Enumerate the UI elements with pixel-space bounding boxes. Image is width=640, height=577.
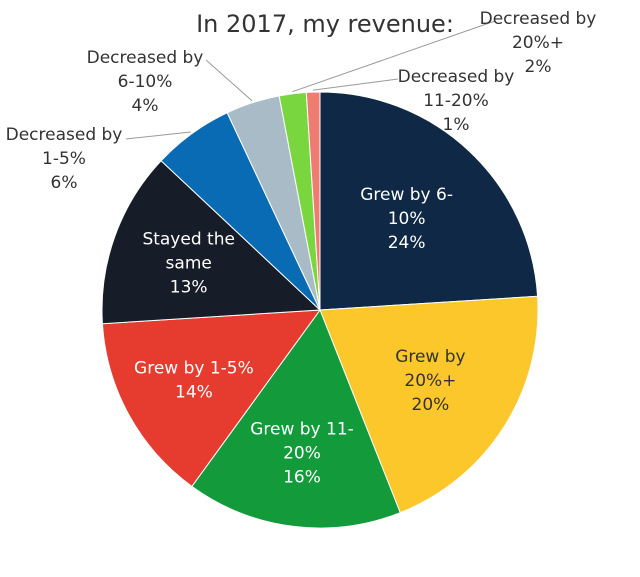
slice-label: 1-5% xyxy=(42,149,86,169)
slice-label: Grew by xyxy=(395,347,465,367)
slice-label: Decreased by xyxy=(398,67,515,87)
slice-label: 20% xyxy=(283,444,321,464)
leader-line xyxy=(292,20,496,93)
slice-label: 20%+ xyxy=(404,371,456,391)
leader-line xyxy=(313,78,399,91)
leader-line xyxy=(205,59,253,102)
slice-label: 6% xyxy=(51,173,78,193)
leader-line xyxy=(125,131,191,140)
slice-label: Decreased by xyxy=(6,125,123,145)
pie-slice xyxy=(101,309,322,488)
slice-label: 20% xyxy=(412,395,450,415)
slice-label: Decreased by xyxy=(480,9,597,29)
pie-slice xyxy=(305,91,321,311)
slice-label: Decreased by xyxy=(87,48,204,68)
slice-label: Grew by 6- xyxy=(360,185,453,205)
slice-label: 1% xyxy=(443,115,470,135)
slice-label: Grew by 11- xyxy=(250,420,354,440)
slice-label: Stayed the xyxy=(142,230,235,250)
slice-label: 14% xyxy=(175,382,213,402)
slice-label: 13% xyxy=(170,278,208,298)
slice-label: 10% xyxy=(388,209,426,229)
slice-labels: Grew by 6- 10% 24% Grew by 20%+ 20% Grew by 11… xyxy=(6,9,597,488)
pie-slice xyxy=(319,91,539,311)
pie-slice xyxy=(319,295,539,514)
pie-slice xyxy=(191,308,401,529)
slice-label: 6-10% xyxy=(118,72,173,92)
slice-label: same xyxy=(166,254,212,274)
slice-label: 4% xyxy=(132,96,159,116)
slice-label: 11-20% xyxy=(423,91,489,111)
chart-title: In 2017, my revenue: xyxy=(196,10,454,38)
slice-label: 20%+ xyxy=(512,33,564,53)
slice-label: Grew by 1-5% xyxy=(134,358,254,378)
slice-label: 16% xyxy=(283,468,321,488)
slice-label: 2% xyxy=(525,57,552,77)
slice-label: 24% xyxy=(388,233,426,253)
pie-slice xyxy=(101,160,322,325)
